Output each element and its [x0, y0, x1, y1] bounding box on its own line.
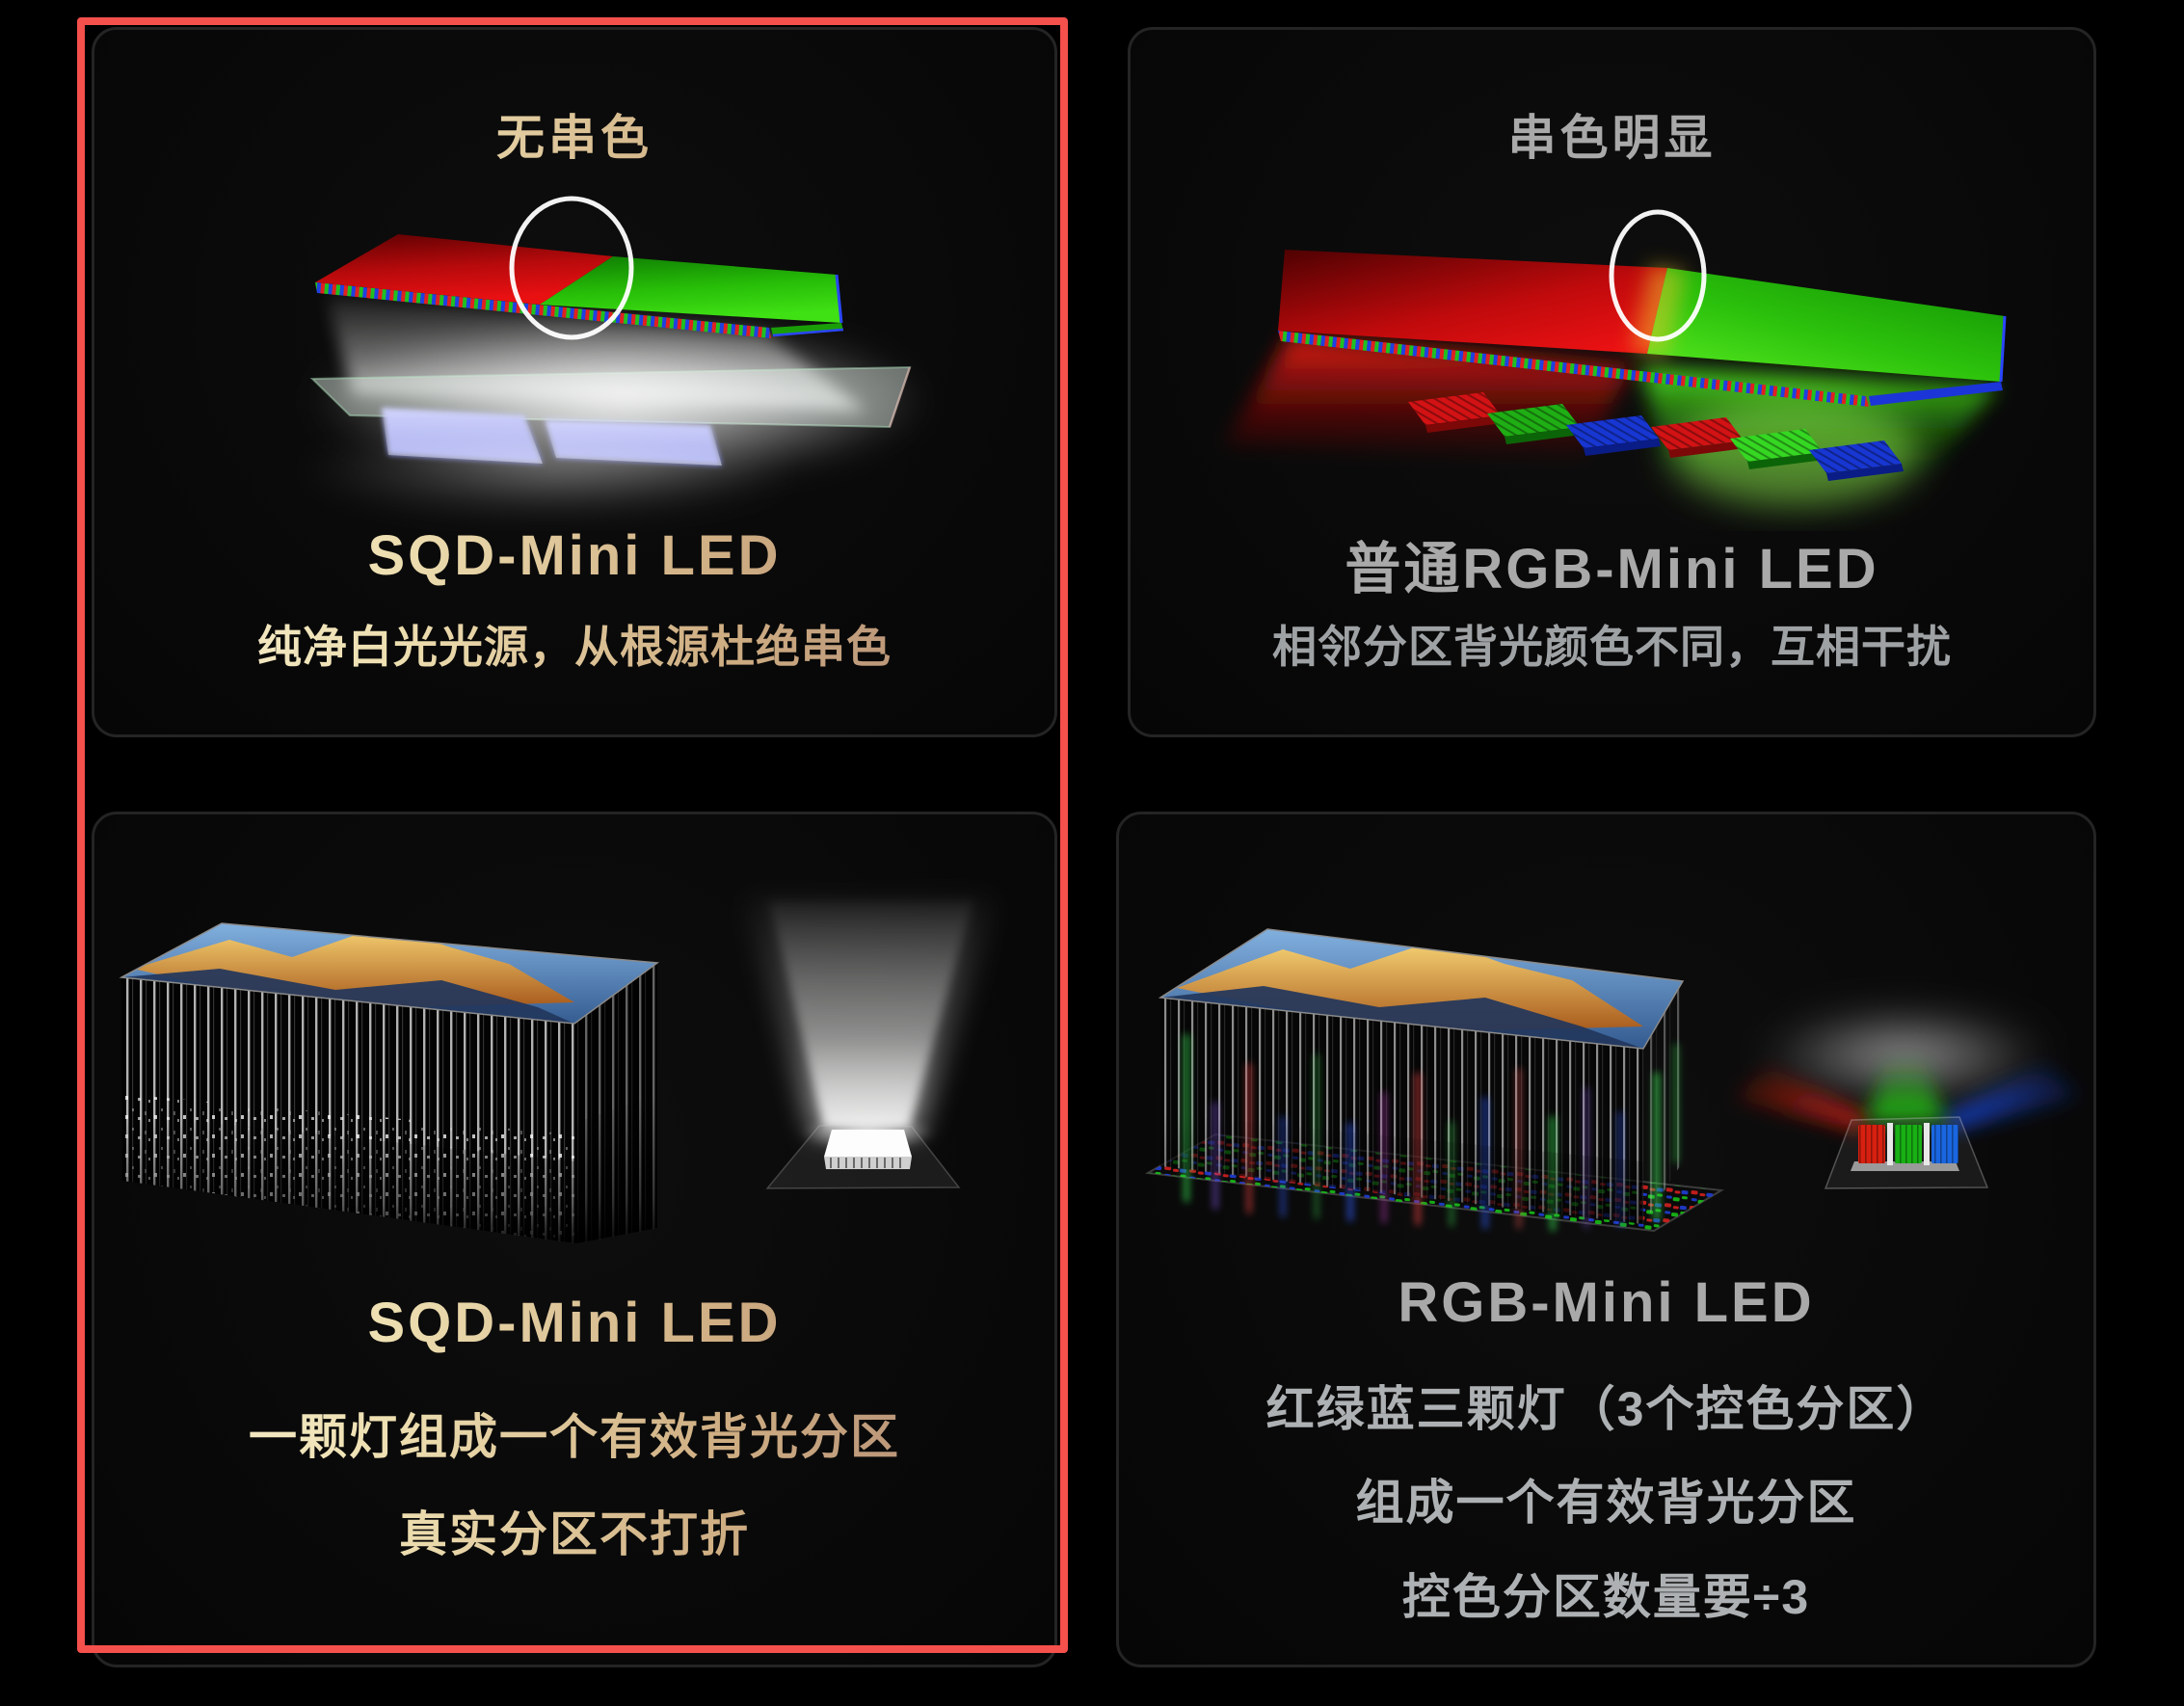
blue-beam — [1940, 1063, 2078, 1131]
single-led-beam — [745, 896, 996, 1189]
green-zone — [540, 256, 841, 323]
card-line-2: 组成一个有效背光分区 — [1355, 1476, 1857, 1530]
card-line-1: 一颗灯组成一个有效背光分区 — [94, 1399, 1054, 1468]
white-mix-glow — [1760, 1009, 2049, 1102]
card-line-3: 控色分区数量要÷3 — [1401, 1570, 1811, 1624]
rgb-led-module — [1736, 1009, 2078, 1189]
green-zone — [1647, 268, 2005, 382]
rgb-backlight-diagram — [1222, 209, 2007, 505]
badge-no-crosstalk: 无串色 — [94, 99, 1054, 169]
card-line-1: 红绿蓝三颗灯（3个控色分区） — [1265, 1382, 1947, 1436]
card-title: RGB-Mini LED — [1398, 1271, 1815, 1334]
card-sqd-crosstalk: 无串色 — [92, 27, 1057, 737]
card-subtitle: 纯净白光光源，从根源杜绝串色 — [94, 612, 1054, 676]
white-led-chip — [824, 1130, 912, 1157]
rgb-pixel-edge — [315, 282, 771, 338]
red-zone — [1278, 250, 1667, 354]
sqd-backlight-diagram — [297, 196, 928, 516]
light-rod-array — [1160, 981, 1683, 1232]
zone-panel — [315, 234, 844, 338]
panel-edge — [1158, 928, 1685, 1050]
badge-crosstalk-obvious: 串色明显 — [1507, 111, 1717, 165]
rgb-pixel-edge — [1278, 331, 1869, 407]
zone-panel — [1278, 250, 2007, 407]
card-sqd-zones: SQD-Mini LED 一颗灯组成一个有效背光分区 真实分区不打折 — [92, 812, 1057, 1667]
card-title: SQD-Mini LED — [94, 1291, 1054, 1355]
card-rgb-zones: RGB-Mini LED 红绿蓝三颗灯（3个控色分区） 组成一个有效背光分区 控… — [1116, 812, 2096, 1667]
red-beam — [1736, 1065, 1871, 1131]
crosstalk-blend — [1632, 265, 1686, 358]
blue-backlight-modules — [297, 408, 798, 516]
red-zone — [315, 234, 613, 305]
sqd-zone-diagram — [119, 896, 996, 1243]
crosstalk-circle-annotation — [509, 196, 634, 340]
green-beam — [1866, 1061, 1945, 1121]
card-title: 普通RGB-Mini LED — [1345, 538, 1879, 600]
card-line-2: 真实分区不打折 — [94, 1496, 1054, 1565]
led-chip-ribs — [830, 1158, 901, 1168]
card-subtitle: 相邻分区背光颜色不同，互相干扰 — [1272, 622, 1952, 672]
rgb-led-strips — [1408, 392, 1904, 481]
light-rod-array — [121, 963, 657, 1243]
panel-edge — [119, 922, 660, 1025]
card-title: SQD-Mini LED — [94, 523, 1054, 588]
card-rgb-crosstalk: 串色明显 — [1128, 27, 2096, 737]
crosstalk-circle-annotation — [1609, 209, 1707, 342]
rgb-zone-diagram — [1144, 928, 2078, 1233]
